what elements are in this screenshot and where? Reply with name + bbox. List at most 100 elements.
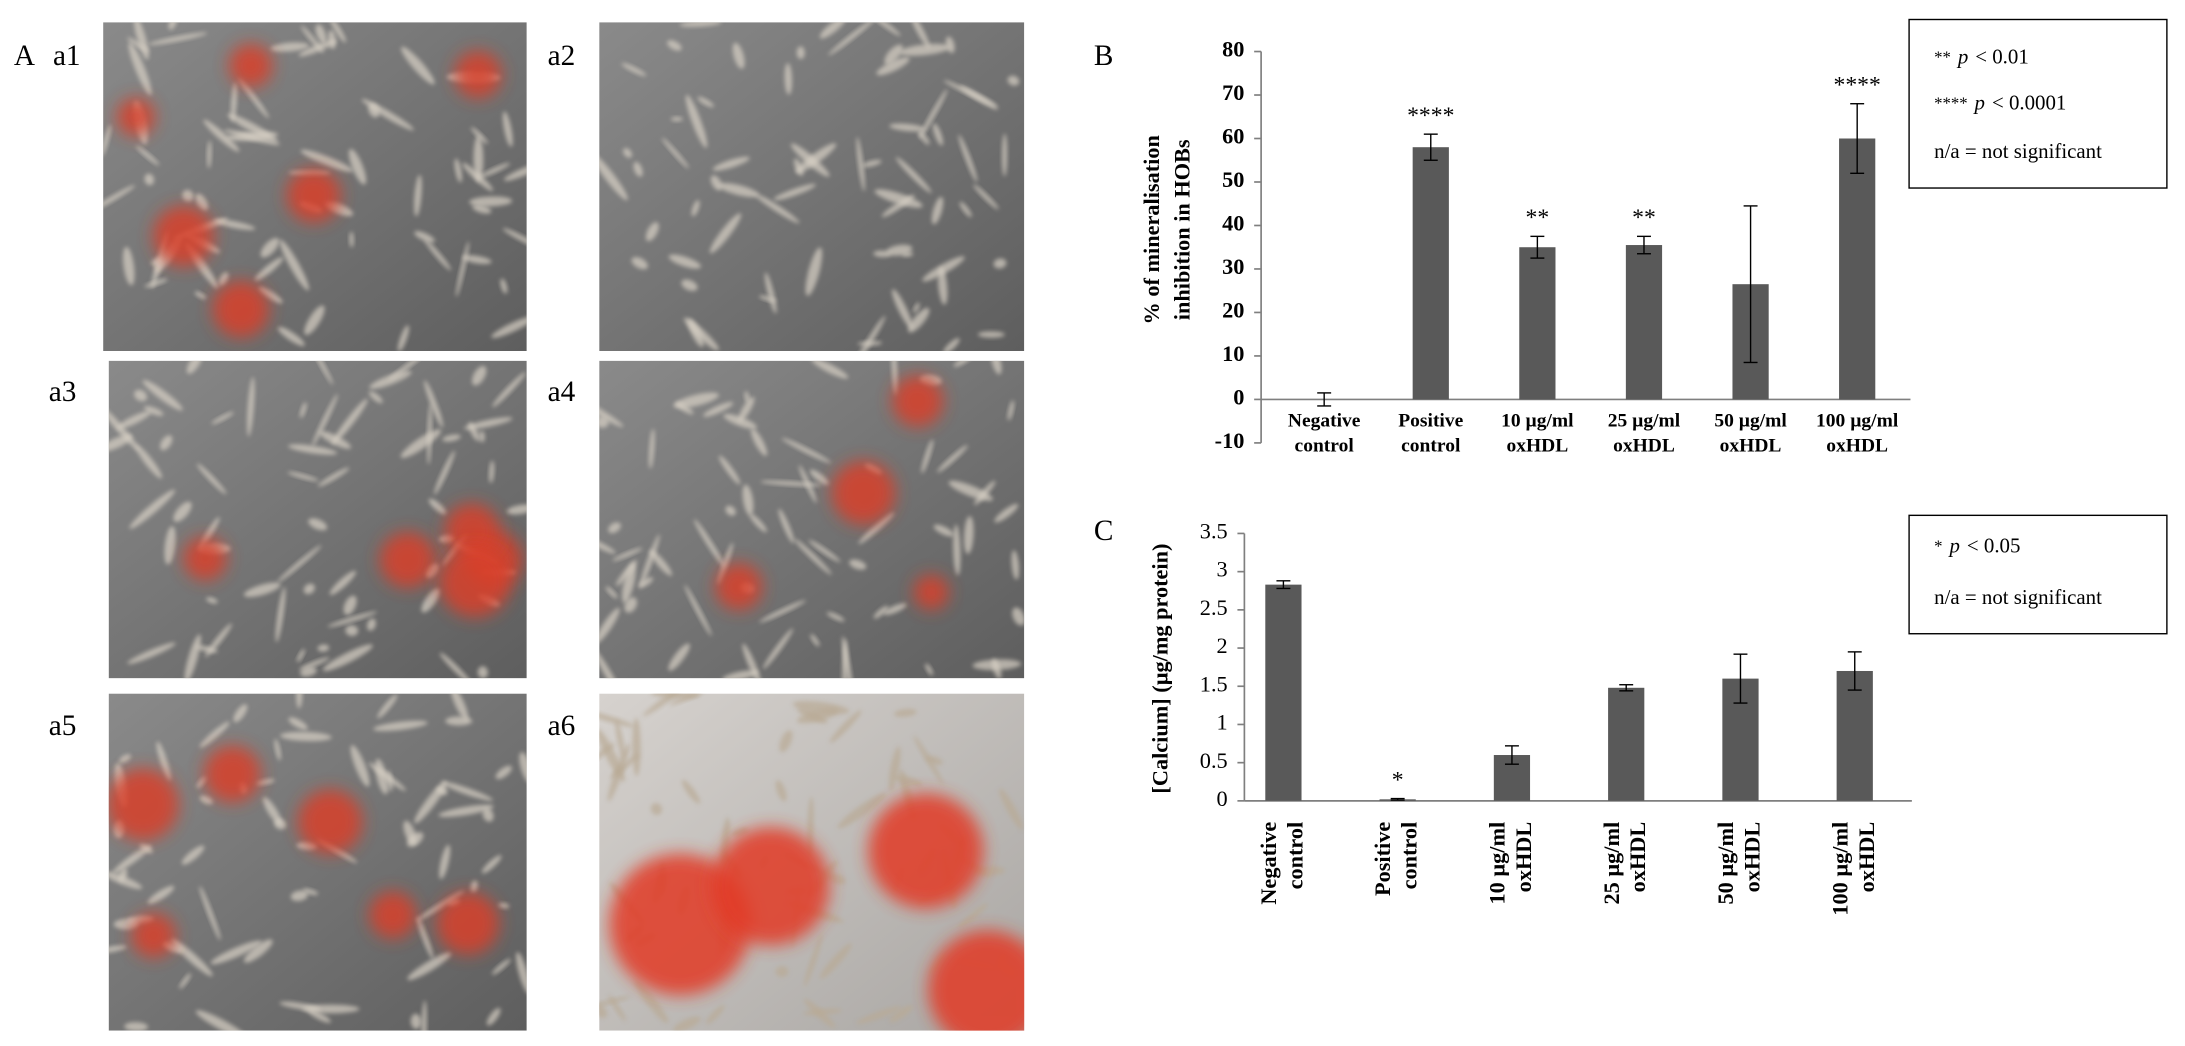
note: n/a = not significant: [1934, 139, 2102, 163]
cell: [874, 189, 923, 208]
cell: [218, 272, 229, 286]
cell: [401, 46, 435, 85]
cell: [922, 256, 965, 282]
x-tick-label: Positive: [1370, 822, 1395, 896]
cell: [893, 708, 917, 717]
cell: [742, 643, 762, 679]
cell: [455, 241, 470, 297]
cell: [486, 1007, 501, 1026]
stain: [436, 892, 500, 955]
cell: [837, 792, 887, 829]
cell: [147, 885, 175, 904]
cell: [921, 439, 934, 474]
bar: [1836, 670, 1873, 801]
cell: [255, 778, 275, 785]
y-axis-label: inhibition in HOBs: [1170, 139, 1195, 320]
x-tick-label: Negative: [1288, 410, 1361, 431]
cell: [634, 980, 669, 1024]
cell: [122, 246, 135, 286]
cell: [948, 480, 993, 501]
cell: [195, 1010, 249, 1031]
cell: [462, 255, 492, 264]
significance-label: ****: [1834, 72, 1881, 98]
panel-label: A: [14, 40, 35, 72]
stain: [711, 827, 830, 946]
cell: [809, 469, 829, 485]
cell: [937, 445, 968, 473]
cell: [148, 32, 208, 45]
y-tick-label: 1: [1217, 710, 1228, 735]
stain: [444, 503, 500, 559]
cell: [673, 1016, 701, 1031]
cell: [168, 22, 178, 30]
cell: [142, 379, 183, 411]
cell: [424, 239, 452, 271]
bar: [1625, 245, 1663, 400]
panel-label: a3: [49, 376, 77, 408]
cell: [873, 250, 891, 258]
cell: [277, 545, 322, 583]
stain: [715, 563, 763, 610]
cell: [633, 161, 643, 177]
cell: [599, 397, 624, 428]
x-tick-label: 100 µg/ml: [1827, 822, 1852, 916]
stain: [831, 460, 896, 525]
cell: [473, 135, 484, 183]
stain: [928, 930, 1025, 1031]
error-bar: [1637, 235, 1651, 255]
cell: [891, 360, 898, 396]
cell: [773, 183, 816, 201]
cell: [312, 393, 338, 447]
cell: [649, 549, 673, 576]
cell: [994, 503, 1019, 523]
cell: [368, 103, 380, 118]
cell: [330, 22, 347, 43]
cell: [274, 738, 281, 761]
cell: [498, 903, 510, 909]
cell: [124, 1022, 149, 1031]
cell: [668, 643, 690, 671]
cell: [681, 279, 698, 291]
cell: [784, 63, 793, 95]
cell: [491, 958, 511, 975]
cell: [290, 890, 308, 902]
cell: [331, 398, 368, 445]
cell: [866, 22, 901, 37]
cell: [778, 508, 795, 544]
micrograph: [599, 360, 1025, 679]
error-bar: [1847, 651, 1862, 691]
x-tick-label: oxHDL: [1740, 822, 1765, 893]
cell: [103, 124, 112, 157]
cell: [599, 607, 620, 644]
stain: [116, 98, 156, 137]
cell: [366, 618, 376, 631]
cell: [810, 634, 820, 647]
cell: [182, 189, 194, 202]
cell: [811, 360, 849, 379]
panel-label: a4: [548, 376, 576, 408]
cell: [999, 788, 1024, 830]
cell: [436, 786, 448, 796]
cell: [889, 123, 926, 132]
cell: [953, 360, 972, 367]
cell: [479, 430, 485, 443]
stain: [212, 280, 270, 338]
cell: [211, 411, 234, 425]
cell: [932, 123, 944, 146]
cell: [991, 658, 1002, 679]
cell: [953, 524, 961, 576]
cell: [144, 173, 155, 186]
note-part: n/a = not significant: [1934, 585, 2102, 609]
cell: [621, 63, 647, 77]
cell: [144, 406, 164, 416]
cell: [738, 396, 755, 422]
panel-label: B: [1094, 40, 1114, 72]
cell: [195, 193, 208, 211]
cell: [103, 185, 136, 213]
cell: [718, 455, 741, 485]
cell: [691, 200, 700, 217]
cell: [937, 266, 948, 305]
cell: [703, 401, 734, 417]
cell: [502, 228, 527, 250]
stain: [379, 532, 436, 588]
